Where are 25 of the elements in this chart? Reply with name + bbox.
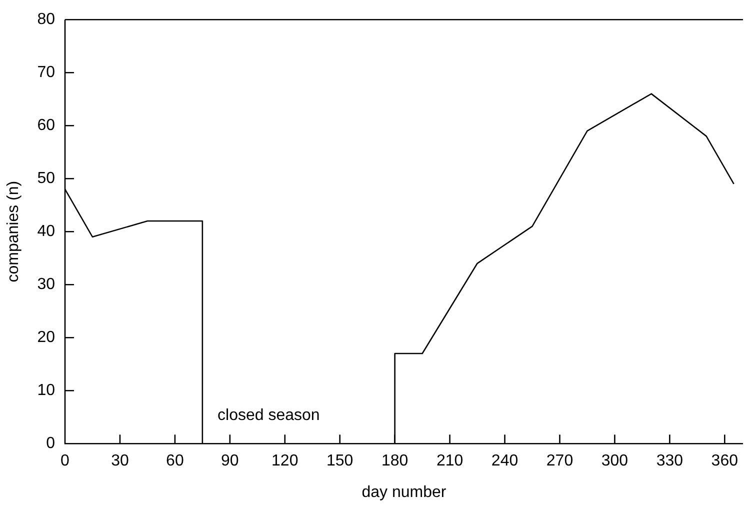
x-tick-label: 330: [656, 452, 684, 470]
x-tick-label: 210: [436, 452, 464, 470]
x-tick-label: 150: [326, 452, 354, 470]
y-tick-label: 70: [37, 64, 56, 82]
y-tick-label: 60: [37, 117, 56, 134]
y-tick-label: 10: [37, 382, 56, 400]
y-tick-label: 40: [37, 223, 56, 240]
y-tick-label: 50: [37, 170, 56, 188]
y-tick-label: 30: [37, 276, 56, 294]
x-tick-label: 240: [491, 452, 518, 470]
y-tick-label: 80: [37, 11, 56, 28]
x-tick-label: 270: [546, 452, 574, 470]
x-tick-label: 90: [221, 452, 239, 470]
x-tick-label: 360: [711, 452, 738, 470]
y-axis-title: companies (n): [5, 180, 22, 282]
y-tick-label: 20: [37, 329, 56, 346]
x-tick-label: 30: [111, 452, 129, 470]
x-tick-label: 300: [601, 452, 628, 470]
x-tick-label: 180: [381, 452, 408, 470]
y-tick-label: 0: [46, 435, 56, 452]
annotation: closed season: [218, 407, 320, 424]
x-axis-title: day number: [362, 484, 447, 501]
x-tick-label: 120: [272, 452, 298, 470]
x-tick-label: 0: [60, 452, 70, 470]
x-tick-label: 60: [166, 452, 184, 470]
